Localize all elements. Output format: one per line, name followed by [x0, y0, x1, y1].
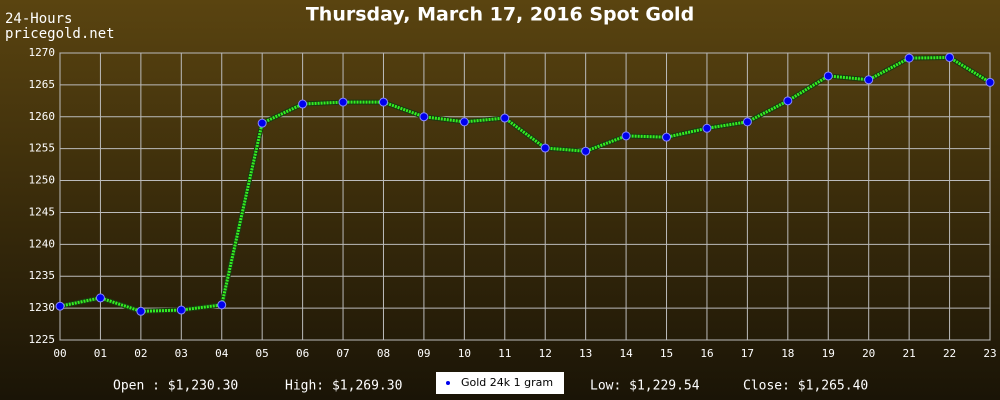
stats: Open : $1,230.30 High: $1,269.30 Low: $1… [113, 379, 868, 394]
legend-marker [446, 381, 450, 385]
legend-label: Gold 24k 1 gram [461, 376, 553, 389]
point [55, 301, 65, 311]
chart-title: Thursday, March 17, 2016 Spot Gold [306, 4, 694, 26]
point [378, 97, 388, 107]
y-tick-label: 1270 [29, 46, 56, 59]
point [500, 113, 510, 123]
y-tick-label: 1235 [29, 269, 56, 282]
x-tick-label: 22 [943, 347, 956, 360]
close-stat: Close: $1,265.40 [743, 379, 868, 394]
x-tick-label: 10 [458, 347, 471, 360]
point [257, 118, 267, 128]
x-tick-label: 04 [215, 347, 229, 360]
point [945, 52, 955, 62]
y-tick-label: 1250 [29, 174, 56, 187]
point [904, 53, 914, 63]
y-tick-label: 1260 [29, 110, 56, 123]
x-tick-label: 18 [781, 347, 794, 360]
x-tick-label: 23 [983, 347, 996, 360]
point [298, 99, 308, 109]
point [217, 300, 227, 310]
point [136, 306, 146, 316]
point [621, 131, 631, 141]
y-tick-label: 1240 [29, 237, 56, 250]
high-stat: High: $1,269.30 [285, 379, 402, 394]
low-stat: Low: $1,229.54 [590, 379, 700, 394]
point [985, 77, 995, 87]
y-tick-label: 1245 [29, 205, 56, 218]
y-tick-label: 1230 [29, 301, 56, 314]
x-tick-label: 15 [660, 347, 673, 360]
x-tick-label: 19 [822, 347, 835, 360]
x-tick-label: 02 [134, 347, 147, 360]
x-tick-label: 21 [903, 347, 916, 360]
point [702, 123, 712, 133]
legend-box [436, 372, 564, 394]
x-tick-label: 09 [417, 347, 430, 360]
point [742, 117, 752, 127]
x-tick-label: 01 [94, 347, 107, 360]
x-tick-label: 13 [579, 347, 592, 360]
source: pricegold.net [5, 26, 115, 42]
x-tick-label: 00 [53, 347, 66, 360]
y-tick-label: 1255 [29, 142, 56, 155]
x-tick-label: 03 [175, 347, 188, 360]
subtitle: 24-Hours [5, 11, 72, 27]
x-tick-label: 20 [862, 347, 875, 360]
x-tick-label: 17 [741, 347, 754, 360]
point [338, 97, 348, 107]
x-tick-label: 11 [498, 347, 511, 360]
open-stat: Open : $1,230.30 [113, 379, 238, 394]
x-tick-label: 08 [377, 347, 390, 360]
point [95, 293, 105, 303]
point [176, 305, 186, 315]
y-tick-label: 1225 [29, 333, 56, 346]
point [662, 132, 672, 142]
x-tick-label: 06 [296, 347, 309, 360]
x-tick-label: 07 [336, 347, 349, 360]
point [783, 96, 793, 106]
point [459, 117, 469, 127]
point [581, 146, 591, 156]
x-tick-label: 05 [256, 347, 269, 360]
point [419, 112, 429, 122]
x-tick-label: 12 [539, 347, 552, 360]
y-tick-label: 1265 [29, 78, 56, 91]
x-tick-label: 16 [700, 347, 713, 360]
point [540, 143, 550, 153]
line [59, 55, 991, 313]
point [864, 75, 874, 85]
x-tick-label: 14 [619, 347, 633, 360]
point [823, 71, 833, 81]
